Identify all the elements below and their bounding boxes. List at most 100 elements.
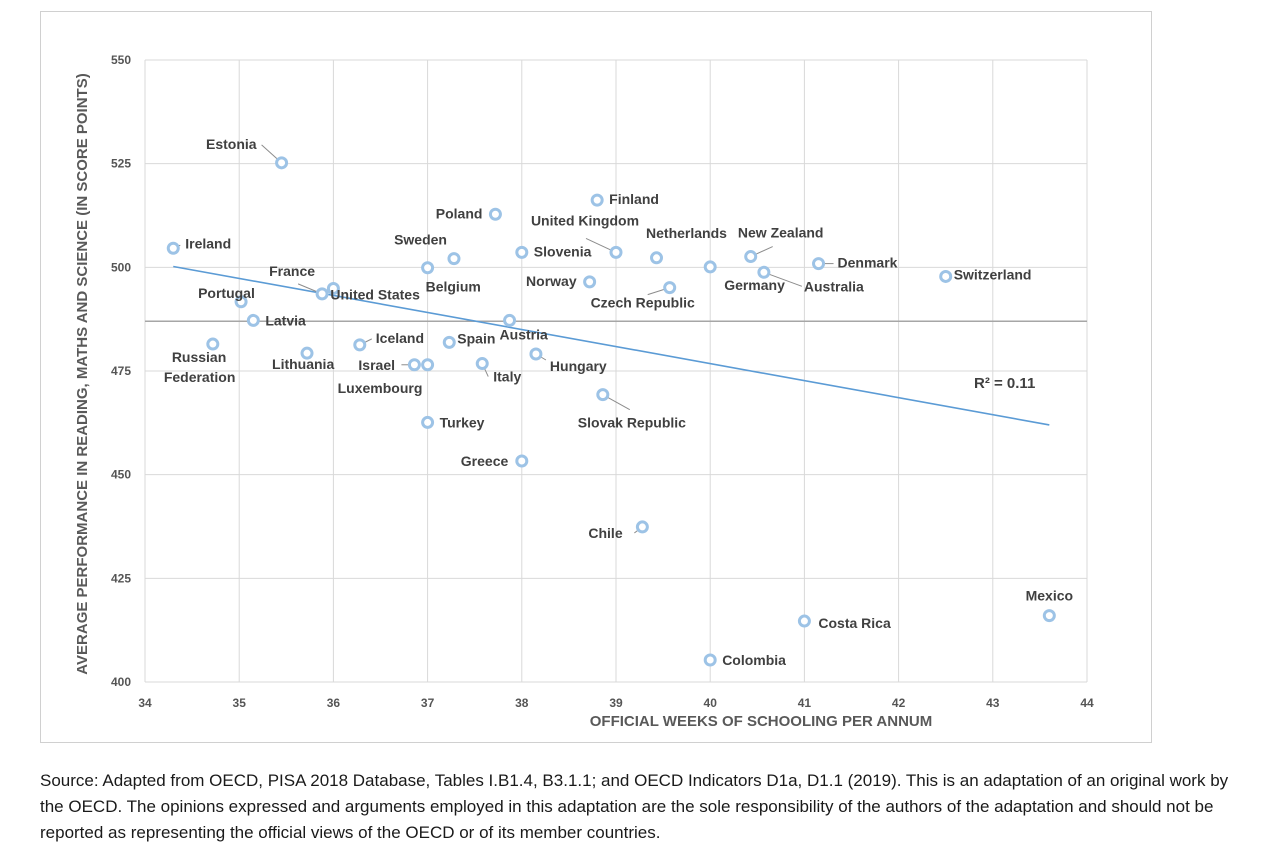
data-point-poland [488, 207, 502, 221]
data-point-united-states [326, 281, 340, 295]
data-point-belgium [421, 261, 435, 275]
point-label-latvia: Latvia [265, 312, 306, 328]
point-label-turkey: Turkey [440, 414, 485, 430]
point-label-lithuania: Lithuania [272, 356, 334, 372]
y-tick-label: 400 [111, 675, 131, 689]
point-label-costa-rica: Costa Rica [818, 615, 891, 631]
data-point-costa-rica [797, 614, 811, 628]
data-point-ireland [166, 241, 180, 255]
y-tick-label: 525 [111, 157, 131, 171]
x-tick-label: 36 [327, 696, 341, 710]
data-point-mexico [1042, 609, 1056, 623]
data-point-slovak-republic [596, 388, 610, 402]
point-label-australia: Australia [804, 278, 864, 294]
point-label-norway: Norway [526, 273, 577, 289]
point-label-italy: Italy [493, 369, 521, 385]
point-label-russian-federation: Russian Federation [164, 349, 236, 385]
point-label-slovenia: Slovenia [534, 243, 592, 259]
point-label-mexico: Mexico [1026, 588, 1073, 604]
y-tick-label: 425 [111, 571, 131, 585]
data-point-chile [635, 520, 649, 534]
trendline [173, 265, 1050, 426]
point-label-austria: Austria [500, 326, 548, 342]
x-tick-label: 43 [986, 696, 1000, 710]
point-label-poland: Poland [436, 205, 483, 221]
x-tick-label: 44 [1080, 696, 1094, 710]
point-label-new-zealand: New Zealand [738, 225, 824, 241]
point-label-luxembourg: Luxembourg [338, 380, 423, 396]
trendline-path [173, 265, 1050, 426]
point-label-ireland: Ireland [185, 235, 231, 251]
data-point-united-kingdom [609, 245, 623, 259]
axis-ticks: 34 35 36 37 38 39 40 41 42 43 44 400 425 450 475 500 525… [111, 53, 1094, 710]
point-label-greece: Greece [461, 453, 509, 469]
data-point-iceland [353, 338, 367, 352]
point-label-chile: Chile [588, 525, 622, 541]
y-tick-label: 500 [111, 260, 131, 274]
data-points [166, 156, 1056, 667]
point-labels: Estonia Ireland Poland Finland United Kingdo… [164, 136, 1073, 668]
x-tick-label: 38 [515, 696, 529, 710]
x-tick-label: 35 [233, 696, 247, 710]
y-tick-label: 550 [111, 53, 131, 67]
point-label-france: France [269, 263, 315, 279]
gridlines [144, 59, 1088, 683]
chart-frame [40, 11, 1152, 743]
leader-line [763, 271, 803, 287]
scatter-chart: Estonia Ireland Poland Finland United Kingdo… [74, 53, 1094, 730]
data-point-switzerland [939, 269, 953, 283]
source-note: Source: Adapted from OECD, PISA 2018 Dat… [40, 771, 1229, 842]
r-squared-label: R² = 0.11 [974, 375, 1035, 392]
point-label-colombia: Colombia [722, 652, 786, 668]
point-label-united-kingdom: United Kingdom [531, 212, 639, 228]
x-tick-label: 40 [704, 696, 718, 710]
x-tick-label: 37 [421, 696, 435, 710]
data-point-spain [442, 335, 456, 349]
point-label-estonia: Estonia [206, 136, 257, 152]
data-point-netherlands [650, 251, 664, 265]
data-point-luxembourg [421, 358, 435, 372]
point-label-belgium: Belgium [426, 279, 481, 295]
point-label-portugal: Portugal [198, 285, 255, 301]
data-point-hungary [529, 347, 543, 361]
y-tick-label: 450 [111, 468, 131, 482]
data-point-latvia [246, 313, 260, 327]
point-label-finland: Finland [609, 191, 659, 207]
x-tick-label: 42 [892, 696, 906, 710]
x-axis-title: OFFICIAL WEEKS OF SCHOOLING PER ANNUM [590, 713, 933, 730]
x-tick-label: 41 [798, 696, 812, 710]
data-point-slovenia [515, 245, 529, 259]
data-point-new-zealand [744, 250, 758, 264]
data-point-israel [407, 358, 421, 372]
point-label-spain: Spain [457, 330, 495, 346]
point-label-germany: Germany [724, 277, 785, 293]
data-point-turkey [421, 415, 435, 429]
point-label-sweden: Sweden [394, 232, 447, 248]
point-label-czech-republic: Czech Republic [591, 295, 695, 311]
y-axis-title: AVERAGE PERFORMANCE IN READING, MATHS AN… [74, 73, 91, 674]
data-point-czech-republic [663, 281, 677, 295]
x-tick-label: 39 [609, 696, 623, 710]
data-point-austria [503, 313, 517, 327]
point-label-netherlands: Netherlands [646, 225, 727, 241]
point-label-israel: Israel [358, 357, 395, 373]
point-label-united-states: United States [330, 286, 420, 302]
point-label-slovak-republic: Slovak Republic [578, 415, 686, 431]
data-point-denmark [812, 257, 826, 271]
data-point-greece [515, 454, 529, 468]
data-point-italy [475, 357, 489, 371]
point-label-denmark: Denmark [838, 255, 898, 271]
data-point-estonia [275, 156, 289, 170]
data-point-germany [703, 260, 717, 274]
data-point-finland [590, 193, 604, 207]
data-point-france [315, 287, 329, 301]
data-point-australia [757, 265, 771, 279]
data-point-norway [583, 275, 597, 289]
data-point-russian-federation [206, 337, 220, 351]
point-label-hungary: Hungary [550, 358, 607, 374]
point-label-iceland: Iceland [376, 330, 424, 346]
x-tick-label: 34 [138, 696, 152, 710]
data-point-portugal [234, 295, 248, 309]
data-point-lithuania [300, 346, 314, 360]
point-label-switzerland: Switzerland [954, 266, 1032, 282]
